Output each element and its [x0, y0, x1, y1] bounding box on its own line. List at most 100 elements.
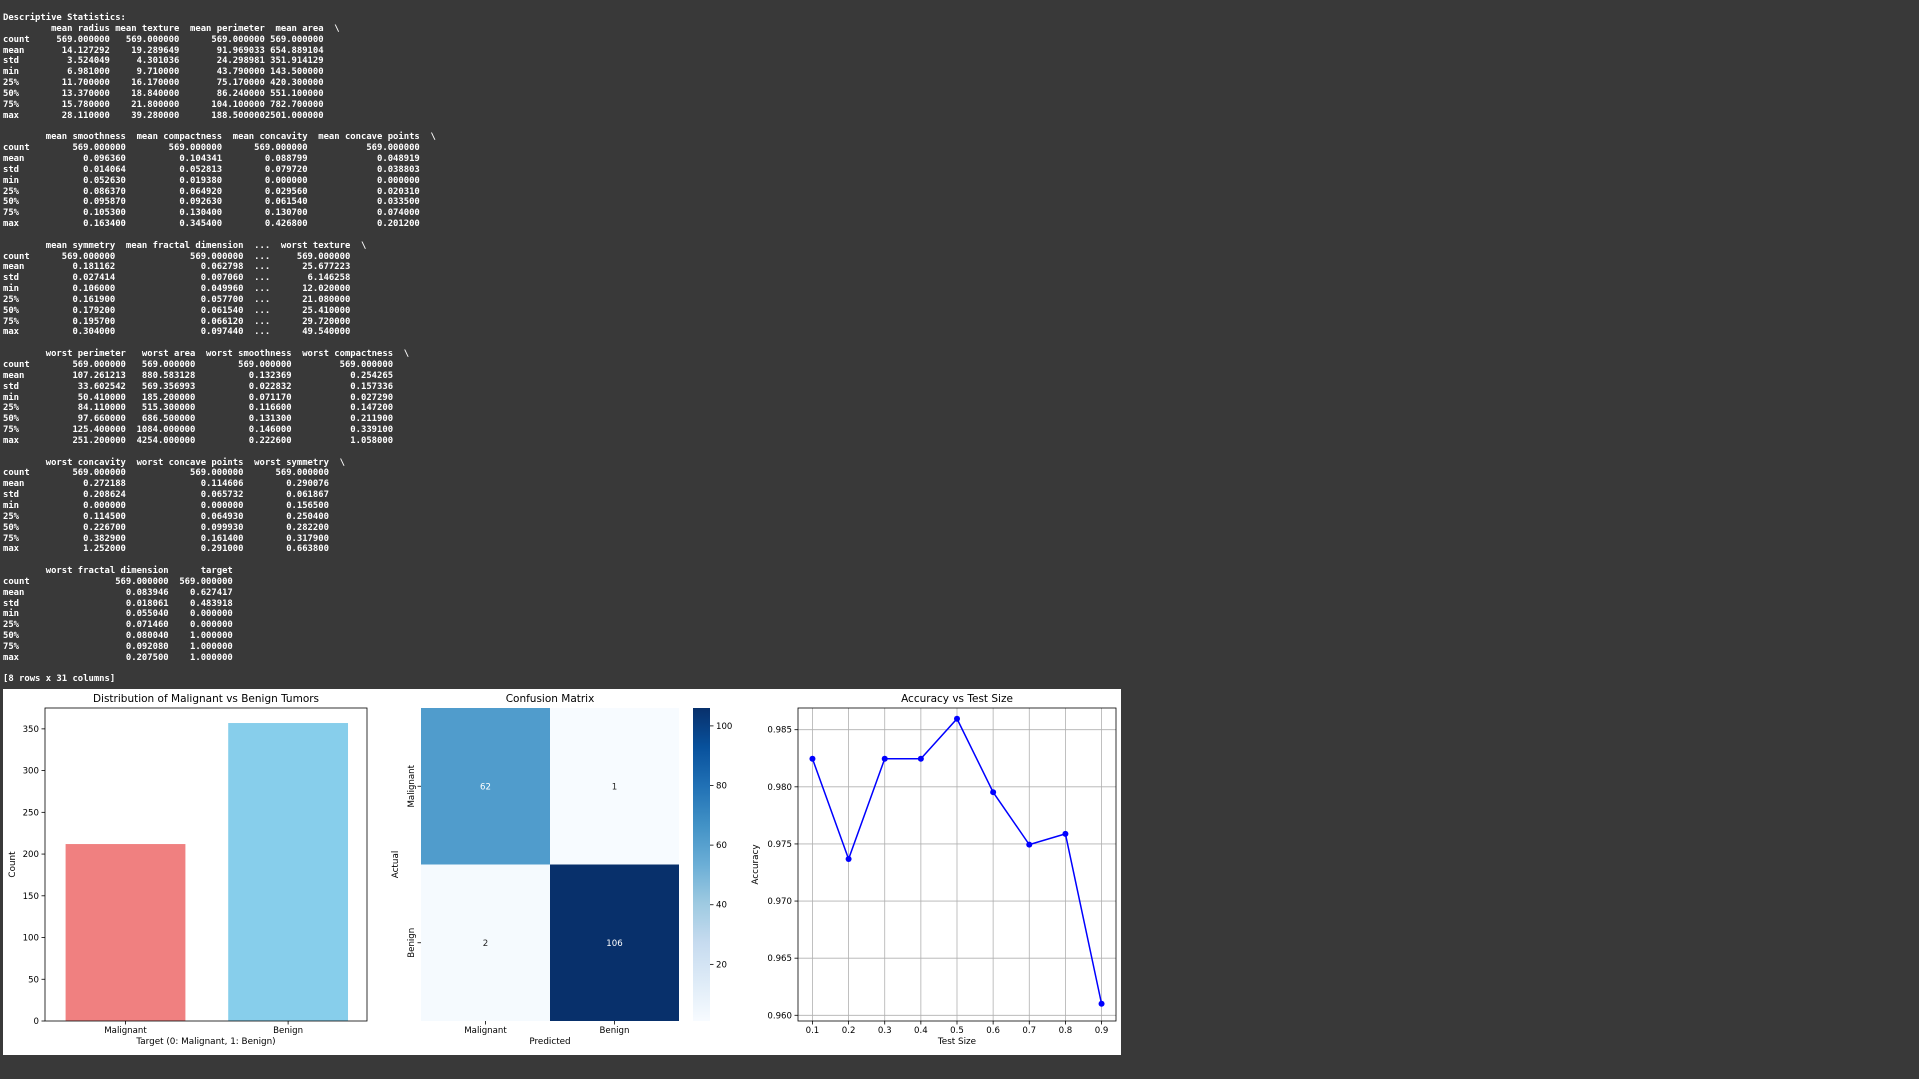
stats-data-row: 50% 0.226700 0.099930 0.282200	[3, 522, 329, 533]
console-header: Descriptive Statistics:	[3, 13, 126, 23]
x-tick-label: 0.6	[986, 1026, 1000, 1036]
stats-header-row: mean radius mean texture mean perimeter …	[3, 23, 340, 34]
bar-benign	[228, 723, 349, 1021]
y-tick-label: 0.965	[767, 954, 792, 964]
y-tick-label: 300	[23, 767, 39, 777]
stats-data-row: 75% 0.382900 0.161400 0.317900	[3, 533, 329, 544]
stats-data-row: 25% 0.161900 0.057700 ... 21.080000	[3, 294, 351, 305]
y-tick-label: 0.985	[767, 726, 792, 736]
bar-axes-frame	[44, 707, 368, 1022]
stats-data-row: std 0.027414 0.007060 ... 6.146258	[3, 273, 351, 284]
x-tick-label: 0.9	[1095, 1026, 1109, 1036]
stats-data-row: min 0.000000 0.000000 0.156500	[3, 500, 329, 511]
stats-header-row: mean symmetry mean fractal dimension ...…	[3, 240, 367, 251]
x-tick-label-benign: Benign	[600, 1026, 630, 1036]
y-tick-label: 200	[23, 850, 39, 860]
figure-canvas: Distribution of Malignant vs Benign Tumo…	[8, 693, 1117, 1047]
matrix-cell-value: 1	[612, 782, 617, 792]
y-tick-label: 0.970	[767, 897, 792, 907]
colorbar-tick-label: 20	[716, 960, 727, 970]
confusion-matrix-title: Confusion Matrix	[506, 693, 595, 705]
stats-data-row: max 1.252000 0.291000 0.663800	[3, 544, 329, 555]
stats-data-row: std 0.208624 0.065732 0.061867	[3, 490, 329, 501]
y-tick-label: 50	[28, 975, 39, 985]
stats-data-row: 50% 13.370000 18.840000 86.240000 551.10…	[3, 88, 324, 99]
stats-data-row: mean 0.096360 0.104341 0.088799 0.048919	[3, 153, 420, 164]
x-tick-label: 0.8	[1059, 1026, 1073, 1036]
stats-data-row: 25% 0.086370 0.064920 0.029560 0.020310	[3, 186, 420, 197]
stats-data-row: min 6.981000 9.710000 43.790000 143.5000…	[3, 67, 324, 78]
matrix-cell-value: 2	[483, 939, 488, 949]
y-tick-label: 0.960	[767, 1011, 792, 1021]
accuracy-point	[1026, 841, 1033, 848]
y-tick-label: 150	[23, 892, 39, 902]
bar-y-axis-label: Count	[8, 851, 18, 878]
line-x-axis-label: Test Size	[937, 1037, 976, 1047]
colorbar-tick-label: 60	[716, 841, 727, 851]
matrix-cell	[550, 708, 679, 865]
stats-data-row: std 0.014064 0.052813 0.079720 0.038803	[3, 164, 420, 175]
x-tick-label-malignant: Malignant	[464, 1026, 507, 1036]
matrix-cell	[550, 864, 679, 1021]
line-axes-frame	[797, 707, 1117, 1022]
accuracy-point	[1098, 1000, 1105, 1007]
console-footer: [8 rows x 31 columns]	[3, 674, 116, 685]
y-tick-label: 250	[23, 808, 39, 818]
stats-data-row: 25% 0.114500 0.064930 0.250400	[3, 511, 329, 522]
y-tick-label: 100	[23, 934, 39, 944]
stats-data-row: max 0.304000 0.097440 ... 49.540000	[3, 327, 351, 338]
matrix-cell	[421, 708, 550, 865]
y-tick-label: 0	[34, 1017, 39, 1027]
stats-data-row: std 0.018061 0.483918	[3, 598, 233, 609]
x-tick-label: 0.4	[914, 1026, 928, 1036]
stats-data-row: mean 0.181162 0.062798 ... 25.677223	[3, 262, 351, 273]
stats-data-row: count 569.000000 569.000000 569.000000 5…	[3, 143, 420, 154]
colorbar-tick-label: 80	[716, 782, 727, 792]
x-tick-label: 0.1	[806, 1026, 820, 1036]
stats-header-row: mean smoothness mean compactness mean co…	[3, 132, 436, 143]
console-output: Descriptive Statistics: mean radius mean…	[3, 13, 436, 685]
stats-data-row: count 569.000000 569.000000 569.000000 5…	[3, 34, 324, 45]
stats-data-row: 25% 0.071460 0.000000	[3, 620, 233, 631]
y-tick-label: 0.980	[767, 783, 792, 793]
matplotlib-figure: Distribution of Malignant vs Benign Tumo…	[3, 689, 1121, 1055]
stats-data-row: count 569.000000 569.000000 569.000000 5…	[3, 360, 394, 370]
stats-data-row: 50% 0.095870 0.092630 0.061540 0.033500	[3, 197, 420, 208]
x-tick-label-malignant: Malignant	[104, 1026, 147, 1036]
line-chart-title: Accuracy vs Test Size	[901, 693, 1013, 705]
stats-data-row: 50% 0.179200 0.061540 ... 25.410000	[3, 305, 351, 316]
stats-data-row: 75% 125.400000 1084.000000 0.146000 0.33…	[3, 425, 394, 436]
colorbar-tick-label: 100	[716, 722, 732, 732]
x-tick-label: 0.7	[1022, 1026, 1036, 1036]
stats-data-row: min 0.052630 0.019380 0.000000 0.000000	[3, 175, 420, 186]
stats-data-row: max 251.200000 4254.000000 0.222600 1.05…	[3, 435, 394, 446]
stats-data-row: mean 107.261213 880.583128 0.132369 0.25…	[3, 370, 394, 381]
stats-data-row: 75% 0.092080 1.000000	[3, 641, 233, 652]
stats-data-row: 75% 0.195700 0.066120 ... 29.720000	[3, 316, 351, 327]
stats-data-row: 75% 0.105300 0.130400 0.130700 0.074000	[3, 208, 420, 219]
stats-data-row: min 0.106000 0.049960 ... 12.020000	[3, 284, 351, 295]
stats-data-row: std 3.524049 4.301036 24.298981 351.9141…	[3, 56, 324, 67]
x-tick-label: 0.2	[842, 1026, 856, 1036]
stats-data-row: 75% 15.780000 21.800000 104.100000 782.7…	[3, 99, 324, 110]
stats-header-row: worst fractal dimension target	[3, 566, 233, 577]
accuracy-point	[1062, 830, 1069, 837]
stats-data-row: max 0.207500 1.000000	[3, 652, 233, 663]
accuracy-point	[954, 715, 960, 722]
stats-data-row: min 50.410000 185.200000 0.071170 0.0272…	[3, 392, 394, 403]
y-tick-label-malignant: Malignant	[407, 764, 417, 807]
accuracy-point	[809, 755, 816, 762]
stats-data-row: mean 0.083946 0.627417	[3, 587, 233, 598]
stats-data-row: count 569.000000 569.000000 569.000000	[3, 468, 329, 479]
bar-x-axis-label: Target (0: Malignant, 1: Benign)	[135, 1037, 275, 1047]
stats-header-row: worst perimeter worst area worst smoothn…	[3, 349, 410, 360]
accuracy-point	[881, 755, 888, 762]
y-tick-label: 0.975	[767, 840, 792, 850]
stats-data-row: 50% 97.660000 686.500000 0.131300 0.2119…	[3, 414, 394, 425]
accuracy-point	[845, 856, 852, 863]
bar-chart-title: Distribution of Malignant vs Benign Tumo…	[93, 693, 319, 705]
stats-data-row: count 569.000000 569.000000	[3, 576, 233, 587]
line-y-axis-label: Accuracy	[751, 844, 761, 884]
stats-data-row: mean 14.127292 19.289649 91.969033 654.8…	[3, 45, 324, 56]
stats-data-row: std 33.602542 569.356993 0.022832 0.1573…	[3, 381, 394, 392]
